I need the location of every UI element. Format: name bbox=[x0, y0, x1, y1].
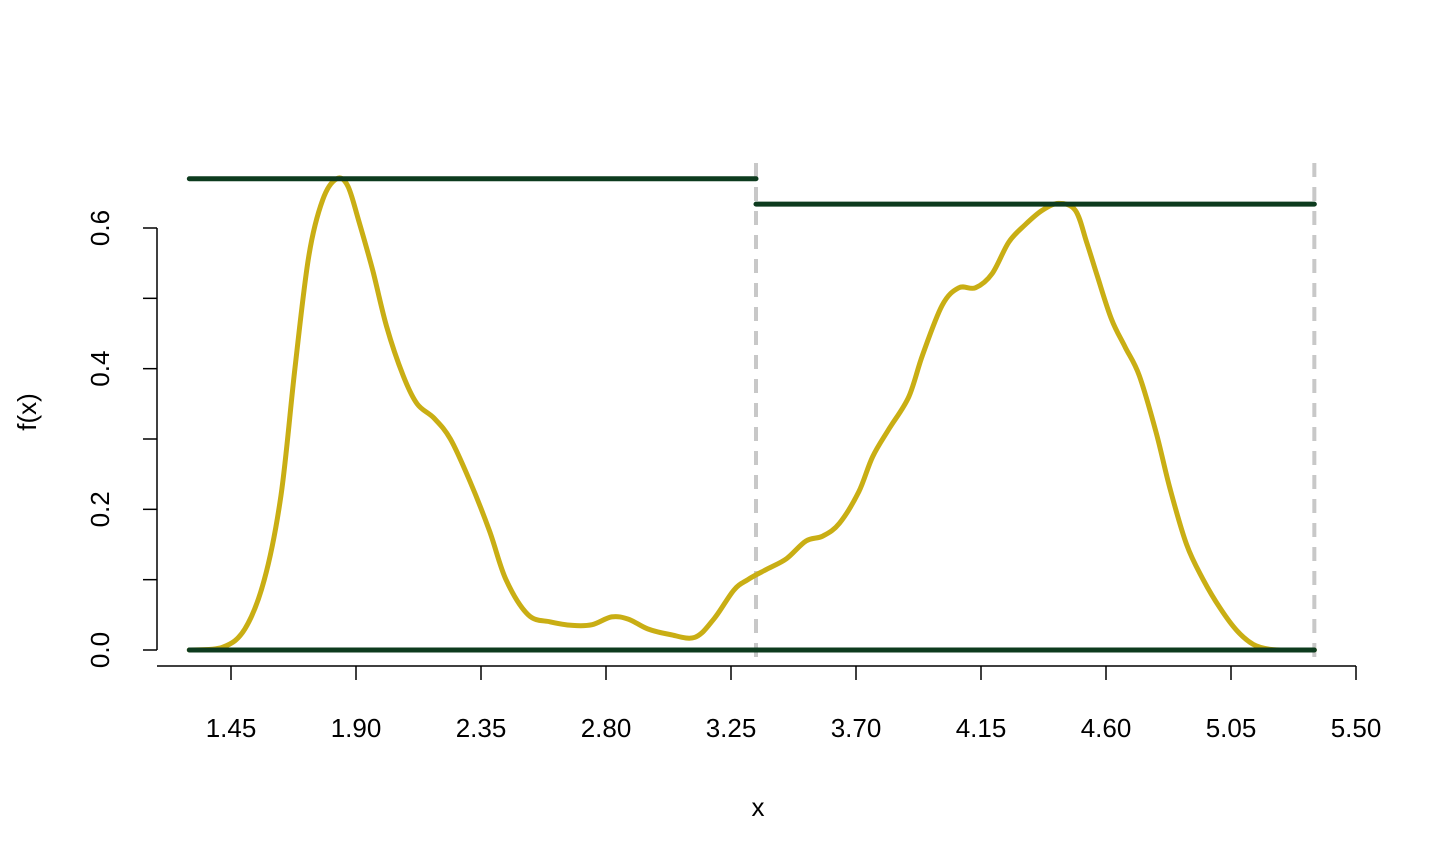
x-tick-label: 5.50 bbox=[1331, 713, 1382, 743]
y-tick-label: 0.0 bbox=[85, 632, 115, 668]
x-tick-label: 3.25 bbox=[706, 713, 757, 743]
x-tick-label: 5.05 bbox=[1206, 713, 1257, 743]
y-tick-label: 0.4 bbox=[85, 351, 115, 387]
split-lines bbox=[754, 163, 1317, 666]
series-layer bbox=[186, 175, 1317, 653]
x-axis: 1.45 1.90 2.35 2.80 3.25 3.70 4.15 4.60 5.05 5.50 bbox=[157, 665, 1382, 743]
x-tick-label: 4.15 bbox=[956, 713, 1007, 743]
x-tick-label: 3.70 bbox=[831, 713, 882, 743]
y-axis: 0.0 0.2 0.4 0.6 bbox=[85, 210, 158, 668]
x-axis-title: x bbox=[752, 792, 765, 822]
y-ticks: 0.0 0.2 0.4 0.6 bbox=[85, 210, 157, 668]
x-tick-label: 2.80 bbox=[581, 713, 632, 743]
y-tick-label: 0.2 bbox=[85, 491, 115, 527]
x-tick-label: 4.60 bbox=[1081, 713, 1132, 743]
x-tick-label: 2.35 bbox=[456, 713, 507, 743]
density-curve bbox=[186, 175, 1317, 653]
x-tick-label: 1.45 bbox=[206, 713, 257, 743]
y-tick-label: 0.6 bbox=[85, 210, 115, 246]
y-axis-title: f(x) bbox=[12, 393, 42, 431]
x-ticks: 1.45 1.90 2.35 2.80 3.25 3.70 4.15 4.60 5.05 5.50 bbox=[206, 666, 1382, 743]
x-tick-label: 1.90 bbox=[331, 713, 382, 743]
